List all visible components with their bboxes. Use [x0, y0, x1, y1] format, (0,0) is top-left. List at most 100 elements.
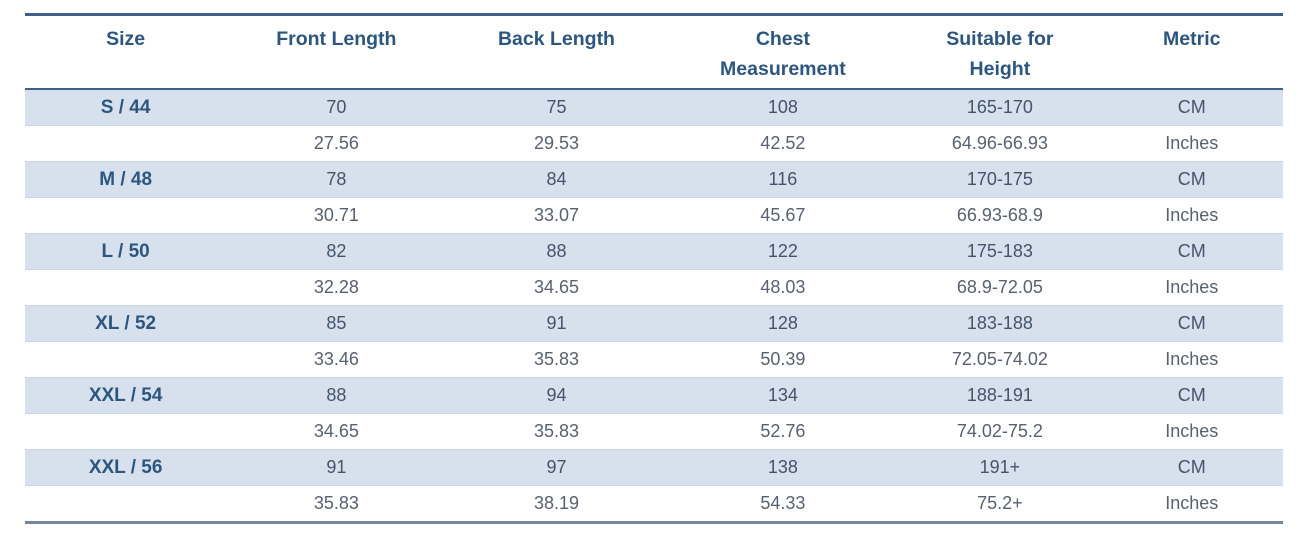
cell-chest-measurement: 42.52	[666, 125, 900, 162]
cell-metric: Inches	[1100, 485, 1283, 523]
cell-chest-measurement: 54.33	[666, 485, 900, 523]
cell-size	[25, 485, 227, 523]
cell-size: S / 44	[25, 88, 227, 127]
column-header-label: Chest Measurement	[720, 28, 846, 81]
cell-suitable-for-height: 191+	[899, 449, 1101, 487]
cell-suitable-for-height: 64.96-66.93	[899, 125, 1101, 162]
cell-suitable-for-height: 74.02-75.2	[899, 413, 1101, 450]
table-row: XXL / 54 88 94 134 188-191 CM	[25, 377, 1283, 415]
cell-suitable-for-height: 75.2+	[899, 485, 1101, 523]
cell-metric: Inches	[1100, 413, 1283, 450]
cell-suitable-for-height: 183-188	[899, 305, 1101, 343]
table-row: 32.28 34.65 48.03 68.9-72.05 Inches	[25, 269, 1283, 306]
cell-suitable-for-height: 175-183	[899, 233, 1101, 271]
cell-metric: CM	[1100, 233, 1283, 271]
column-header-back-length: Back Length	[446, 14, 667, 91]
table-row: M / 48 78 84 116 170-175 CM	[25, 161, 1283, 199]
cell-suitable-for-height: 165-170	[899, 88, 1101, 127]
column-header-front-length: Front Length	[226, 14, 447, 91]
table-row: L / 50 82 88 122 175-183 CM	[25, 233, 1283, 271]
size-chart-table: Size Front Length Back Length Chest Measure…	[25, 13, 1283, 525]
table-row: S / 44 70 75 108 165-170 CM	[25, 88, 1283, 127]
cell-size: XXL / 56	[25, 449, 227, 487]
cell-chest-measurement: 52.76	[666, 413, 900, 450]
cell-back-length: 97	[446, 449, 667, 487]
cell-chest-measurement: 122	[666, 233, 900, 271]
cell-chest-measurement: 116	[666, 161, 900, 199]
cell-front-length: 27.56	[226, 125, 447, 162]
table-header-row: Size Front Length Back Length Chest Measure…	[25, 14, 1283, 91]
column-header-label: Back Length	[497, 28, 615, 50]
table-row: 34.65 35.83 52.76 74.02-75.2 Inches	[25, 413, 1283, 450]
cell-front-length: 30.71	[226, 197, 447, 234]
cell-suitable-for-height: 170-175	[899, 161, 1101, 199]
cell-suitable-for-height: 66.93-68.9	[899, 197, 1101, 234]
cell-size: L / 50	[25, 233, 227, 271]
table-row: XXL / 56 91 97 138 191+ CM	[25, 449, 1283, 487]
size-chart-container: Size Front Length Back Length Chest Measure…	[25, 13, 1283, 525]
table-row: 33.46 35.83 50.39 72.05-74.02 Inches	[25, 341, 1283, 378]
cell-chest-measurement: 108	[666, 88, 900, 127]
column-header-chest-measurement: Chest Measurement	[666, 14, 900, 91]
cell-metric: Inches	[1100, 125, 1283, 162]
column-header-label: Size	[106, 28, 146, 50]
cell-size	[25, 413, 227, 450]
column-header-label: Suitable for Height	[946, 28, 1054, 81]
cell-size	[25, 125, 227, 162]
cell-front-length: 88	[226, 377, 447, 415]
cell-suitable-for-height: 68.9-72.05	[899, 269, 1101, 306]
cell-size: XXL / 54	[25, 377, 227, 415]
cell-size	[25, 341, 227, 378]
cell-suitable-for-height: 72.05-74.02	[899, 341, 1101, 378]
cell-front-length: 32.28	[226, 269, 447, 306]
column-header-metric: Metric	[1100, 14, 1283, 91]
cell-size	[25, 269, 227, 306]
cell-chest-measurement: 45.67	[666, 197, 900, 234]
cell-chest-measurement: 48.03	[666, 269, 900, 306]
cell-chest-measurement: 50.39	[666, 341, 900, 378]
cell-back-length: 35.83	[446, 341, 667, 378]
table-row: 30.71 33.07 45.67 66.93-68.9 Inches	[25, 197, 1283, 234]
cell-chest-measurement: 128	[666, 305, 900, 343]
cell-front-length: 33.46	[226, 341, 447, 378]
cell-back-length: 38.19	[446, 485, 667, 523]
table-row: 35.83 38.19 54.33 75.2+ Inches	[25, 485, 1283, 523]
cell-back-length: 34.65	[446, 269, 667, 306]
column-header-suitable-for-height: Suitable for Height	[899, 14, 1101, 91]
cell-back-length: 84	[446, 161, 667, 199]
cell-size: M / 48	[25, 161, 227, 199]
cell-chest-measurement: 134	[666, 377, 900, 415]
cell-metric: CM	[1100, 88, 1283, 127]
cell-front-length: 78	[226, 161, 447, 199]
cell-front-length: 91	[226, 449, 447, 487]
cell-back-length: 33.07	[446, 197, 667, 234]
cell-metric: CM	[1100, 161, 1283, 199]
cell-back-length: 88	[446, 233, 667, 271]
cell-front-length: 34.65	[226, 413, 447, 450]
cell-metric: Inches	[1100, 197, 1283, 234]
cell-size: XL / 52	[25, 305, 227, 343]
cell-back-length: 75	[446, 88, 667, 127]
cell-metric: CM	[1100, 305, 1283, 343]
cell-suitable-for-height: 188-191	[899, 377, 1101, 415]
table-row: XL / 52 85 91 128 183-188 CM	[25, 305, 1283, 343]
table-row: 27.56 29.53 42.52 64.96-66.93 Inches	[25, 125, 1283, 162]
cell-front-length: 35.83	[226, 485, 447, 523]
cell-metric: CM	[1100, 377, 1283, 415]
cell-back-length: 94	[446, 377, 667, 415]
cell-size	[25, 197, 227, 234]
cell-front-length: 85	[226, 305, 447, 343]
cell-front-length: 82	[226, 233, 447, 271]
column-header-label: Front Length	[276, 28, 397, 50]
cell-back-length: 29.53	[446, 125, 667, 162]
cell-metric: CM	[1100, 449, 1283, 487]
cell-metric: Inches	[1100, 269, 1283, 306]
cell-metric: Inches	[1100, 341, 1283, 378]
column-header-label: Metric	[1163, 28, 1221, 50]
cell-back-length: 35.83	[446, 413, 667, 450]
cell-back-length: 91	[446, 305, 667, 343]
column-header-size: Size	[25, 14, 227, 91]
cell-chest-measurement: 138	[666, 449, 900, 487]
cell-front-length: 70	[226, 88, 447, 127]
